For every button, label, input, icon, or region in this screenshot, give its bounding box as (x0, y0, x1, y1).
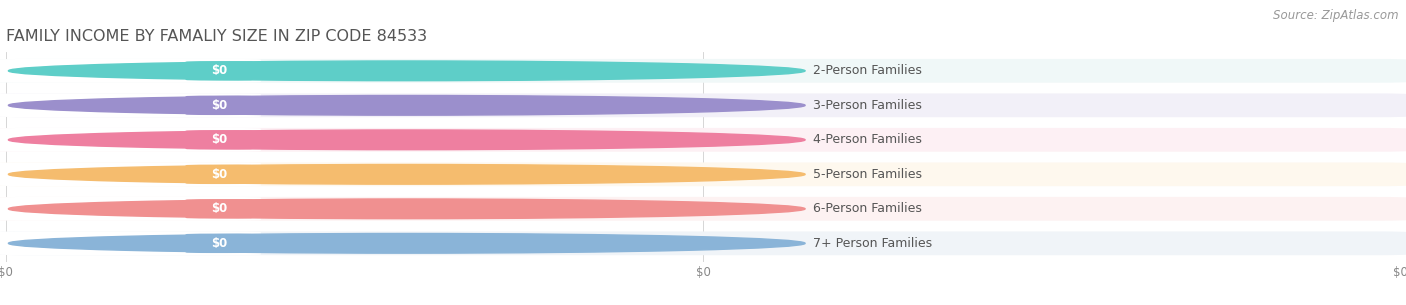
Text: 3-Person Families: 3-Person Families (814, 99, 922, 112)
FancyBboxPatch shape (0, 128, 262, 152)
FancyBboxPatch shape (0, 128, 1406, 152)
Circle shape (8, 233, 806, 253)
FancyBboxPatch shape (0, 163, 262, 186)
FancyBboxPatch shape (186, 130, 253, 149)
Text: $0: $0 (211, 168, 228, 181)
FancyBboxPatch shape (0, 197, 262, 221)
FancyBboxPatch shape (0, 93, 262, 117)
Text: $0: $0 (211, 99, 228, 112)
Text: FAMILY INCOME BY FAMALIY SIZE IN ZIP CODE 84533: FAMILY INCOME BY FAMALIY SIZE IN ZIP COD… (6, 29, 427, 44)
Circle shape (8, 199, 806, 219)
FancyBboxPatch shape (0, 163, 1406, 186)
Text: 5-Person Families: 5-Person Families (814, 168, 922, 181)
FancyBboxPatch shape (186, 61, 253, 81)
Circle shape (8, 130, 806, 150)
Circle shape (8, 61, 806, 81)
FancyBboxPatch shape (0, 59, 262, 83)
FancyBboxPatch shape (0, 231, 1406, 255)
Text: 7+ Person Families: 7+ Person Families (814, 237, 932, 250)
Circle shape (8, 95, 806, 115)
FancyBboxPatch shape (186, 234, 253, 253)
Text: $0: $0 (211, 202, 228, 215)
Text: 2-Person Families: 2-Person Families (814, 64, 922, 77)
Text: $0: $0 (211, 64, 228, 77)
FancyBboxPatch shape (186, 165, 253, 184)
FancyBboxPatch shape (0, 59, 1406, 83)
Text: $0: $0 (211, 237, 228, 250)
FancyBboxPatch shape (0, 93, 1406, 117)
FancyBboxPatch shape (186, 95, 253, 115)
Text: 6-Person Families: 6-Person Families (814, 202, 922, 215)
FancyBboxPatch shape (0, 231, 262, 255)
FancyBboxPatch shape (186, 199, 253, 219)
Text: 4-Person Families: 4-Person Families (814, 133, 922, 146)
Text: $0: $0 (211, 133, 228, 146)
Text: Source: ZipAtlas.com: Source: ZipAtlas.com (1274, 9, 1399, 22)
Circle shape (8, 164, 806, 184)
FancyBboxPatch shape (0, 197, 1406, 221)
